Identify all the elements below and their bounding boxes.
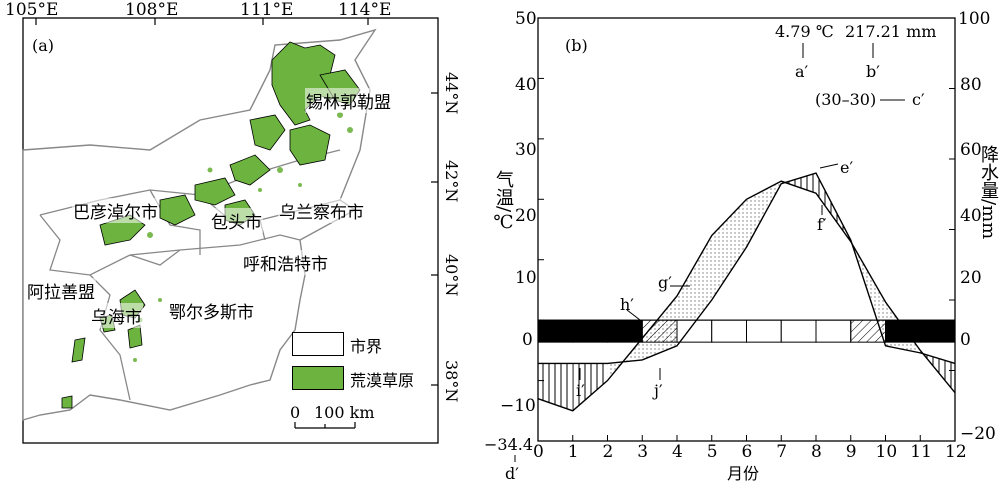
left-tick-40: 40 <box>515 75 537 95</box>
x-tick-label: 9 <box>845 442 857 462</box>
x-tick-label: 8 <box>811 442 822 462</box>
left-tick-neg10: −10 <box>500 396 536 416</box>
climate-fill-segment <box>572 363 608 411</box>
right-tick-100: 100 <box>958 9 991 29</box>
scale-distance: 100 km <box>314 403 375 422</box>
x-tick-label: 11 <box>910 442 932 462</box>
marker-e: e′ <box>840 158 854 177</box>
right-tick-0: 0 <box>960 330 971 350</box>
climate-fill-segment <box>677 235 712 346</box>
x-tick-label: 10 <box>875 442 898 462</box>
map-frame <box>22 17 439 444</box>
annual-precipitation: 217.21 mm <box>845 22 937 41</box>
month-bar-segment <box>815 319 852 343</box>
legend-boundary-swatch <box>292 332 344 356</box>
x-tick-label: 2 <box>602 442 614 462</box>
left-tick-0: 0 <box>522 330 533 350</box>
city-huhehaote: 呼和浩特市 <box>242 250 329 275</box>
city-alashan: 阿拉善盟 <box>26 278 96 303</box>
right-tick-80: 80 <box>960 75 982 95</box>
month-bar-segment <box>919 319 956 343</box>
x-tick-label: 6 <box>741 442 753 462</box>
city-wulanchabu: 乌兰察布市 <box>278 198 365 223</box>
left-tick-30: 30 <box>515 140 537 160</box>
lon-tick-105: 105°E <box>5 0 59 20</box>
lat-tick-40: 40°N <box>442 254 461 297</box>
lat-tick-38: 38°N <box>442 360 461 403</box>
panel-b-label: (b) <box>565 36 588 55</box>
left-tick-20: 20 <box>515 206 537 226</box>
marker-g: g′ <box>658 273 672 292</box>
marker-leader <box>626 309 641 321</box>
marker-i: i′ <box>576 381 585 400</box>
month-bar-segment <box>780 319 817 343</box>
x-axis-label: 月份 <box>727 464 760 483</box>
right-tick-20: 20 <box>960 268 982 288</box>
city-bayannaoer: 巴彦淖尔市 <box>72 198 159 223</box>
city-baotou: 包头市 <box>210 208 263 233</box>
right-tick-40: 40 <box>960 206 982 226</box>
left-tick-50: 50 <box>515 9 537 29</box>
right-tick-60: 60 <box>960 140 982 160</box>
annual-temperature: 4.79 ℃ <box>775 22 834 41</box>
right-axis-label: 降水量/mm <box>978 145 999 240</box>
x-tick-label: 12 <box>945 442 967 462</box>
temperature-line <box>537 180 956 412</box>
record-years: (30–30) <box>815 90 877 109</box>
lon-tick-111: 111°E <box>240 0 294 20</box>
climate-chart-svg <box>514 17 956 462</box>
lon-tick-108: 108°E <box>125 0 179 20</box>
month-bar-segment <box>711 319 747 343</box>
city-eerduosi: 鄂尔多斯市 <box>168 298 255 323</box>
city-xilinguole: 锡林郭勒盟 <box>305 88 392 113</box>
marker-h: h′ <box>620 295 634 314</box>
climate-fill-segment <box>711 199 747 300</box>
x-tick-label: 7 <box>776 442 788 462</box>
x-tick-label: 5 <box>706 442 718 462</box>
marker-c: c′ <box>912 90 925 109</box>
legend-boundary-label: 市界 <box>350 337 383 356</box>
lat-tick-44: 44°N <box>442 72 461 115</box>
legend-steppe-label: 荒漠草原 <box>350 371 415 390</box>
city-wuhai: 乌海市 <box>90 303 143 328</box>
x-tick-label: 3 <box>637 442 649 462</box>
month-bar-segment <box>607 319 643 343</box>
lon-tick-114: 114°E <box>338 0 392 20</box>
right-tick-neg20: −20 <box>960 424 996 444</box>
month-bar-segment <box>537 319 574 343</box>
marker-leader <box>819 163 839 169</box>
climate-fill-segment <box>781 173 816 194</box>
scale-zero: 0 <box>290 403 301 422</box>
marker-f: f′ <box>817 215 827 234</box>
min-temperature: −34.4 <box>484 435 534 454</box>
month-bar-segment <box>885 319 921 343</box>
marker-a: a′ <box>795 62 809 81</box>
marker-j: j′ <box>654 381 663 400</box>
climate-fill-segment <box>538 363 573 411</box>
x-tick-label: 4 <box>672 442 683 462</box>
lat-tick-42: 42°N <box>442 160 461 203</box>
month-bar-segment <box>746 319 782 343</box>
precipitation-line <box>538 172 956 365</box>
x-tick-label: 1 <box>567 442 579 462</box>
marker-d: d′ <box>505 464 519 483</box>
month-bar-segment <box>572 319 608 343</box>
left-axis-label: 气温/℃ <box>493 170 514 234</box>
x-tick-label: 0 <box>533 442 544 462</box>
marker-b: b′ <box>866 62 880 81</box>
legend-steppe-swatch <box>292 366 344 390</box>
panel-a-label: (a) <box>32 36 55 55</box>
left-tick-10: 10 <box>515 268 537 288</box>
